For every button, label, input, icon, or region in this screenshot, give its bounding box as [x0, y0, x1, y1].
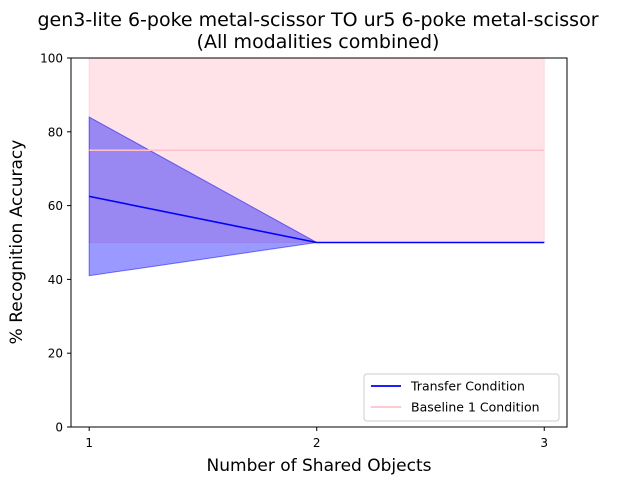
y-axis-ticks: 0 20 40 60 80 100: [40, 52, 71, 435]
x-axis-ticks: 1 2 3: [85, 427, 548, 450]
x-tick-label: 3: [540, 436, 548, 450]
line-transfer: [89, 195, 545, 244]
y-tick-label: 60: [48, 199, 63, 213]
series-lines: [89, 149, 545, 244]
y-tick-label: 80: [48, 125, 63, 139]
chart-title-line1: gen3-lite 6-poke metal-scissor TO ur5 6-…: [37, 9, 598, 31]
chart-title-line2: (All modalities combined): [197, 31, 440, 53]
x-axis-label: Number of Shared Objects: [207, 456, 432, 476]
y-tick-label: 20: [48, 347, 63, 361]
legend-label-baseline: Baseline 1 Condition: [411, 400, 540, 415]
y-tick-label: 0: [55, 421, 63, 435]
y-axis-label: % Recognition Accuracy: [7, 140, 27, 345]
plot-frame: [70, 57, 568, 428]
legend-label-transfer: Transfer Condition: [410, 379, 525, 394]
y-tick-label: 40: [48, 273, 63, 287]
legend: Transfer Condition Baseline 1 Condition: [363, 373, 560, 422]
x-tick-label: 1: [85, 436, 93, 450]
x-tick-label: 2: [313, 436, 321, 450]
y-tick-label: 100: [40, 52, 63, 66]
legend-box: [363, 373, 560, 422]
